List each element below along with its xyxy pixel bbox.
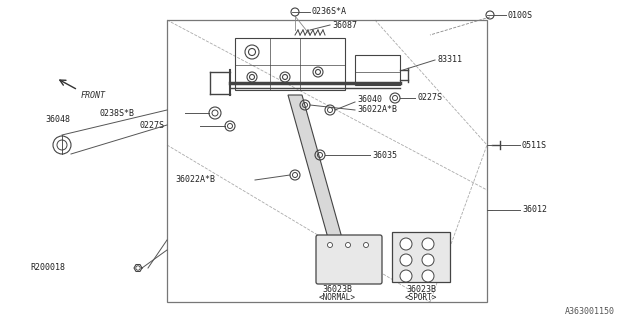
- Text: 0227S: 0227S: [140, 122, 165, 131]
- FancyBboxPatch shape: [316, 235, 382, 284]
- Polygon shape: [288, 95, 342, 238]
- Text: 0100S: 0100S: [508, 11, 533, 20]
- Circle shape: [364, 243, 369, 247]
- Text: 36012: 36012: [522, 205, 547, 214]
- Circle shape: [328, 243, 333, 247]
- Bar: [392, 232, 450, 282]
- Text: 36022A*B: 36022A*B: [357, 106, 397, 115]
- Text: 36035: 36035: [372, 150, 397, 159]
- Text: A363001150: A363001150: [565, 308, 615, 316]
- Text: FRONT: FRONT: [81, 92, 106, 100]
- Text: 0511S: 0511S: [522, 140, 547, 149]
- Text: 36087: 36087: [332, 20, 357, 29]
- Text: 36023B: 36023B: [406, 285, 436, 294]
- Circle shape: [346, 243, 351, 247]
- Circle shape: [400, 270, 412, 282]
- Text: 36040: 36040: [357, 95, 382, 105]
- Bar: [355, 55, 400, 85]
- Bar: [167, 20, 487, 302]
- Circle shape: [422, 270, 434, 282]
- Text: 0227S: 0227S: [417, 93, 442, 102]
- Circle shape: [422, 254, 434, 266]
- Text: 36022A*B: 36022A*B: [175, 175, 215, 185]
- Text: 36048: 36048: [45, 116, 70, 124]
- Text: 0238S*B: 0238S*B: [100, 108, 135, 117]
- Circle shape: [400, 238, 412, 250]
- Text: 0236S*A: 0236S*A: [312, 7, 347, 17]
- Text: R200018: R200018: [30, 263, 65, 273]
- Text: 36023B: 36023B: [322, 285, 352, 294]
- Text: 83311: 83311: [437, 55, 462, 65]
- Circle shape: [400, 254, 412, 266]
- Bar: [235, 38, 345, 90]
- Circle shape: [422, 238, 434, 250]
- Text: <NORMAL>: <NORMAL>: [319, 293, 355, 302]
- Text: <SPORT>: <SPORT>: [405, 293, 437, 302]
